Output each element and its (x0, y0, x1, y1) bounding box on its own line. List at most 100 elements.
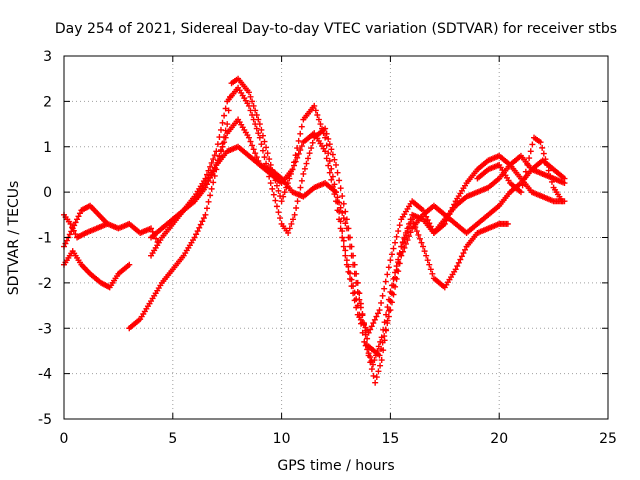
data-point (364, 335, 371, 342)
data-point (104, 220, 111, 227)
data-point (360, 320, 367, 327)
data-point (392, 283, 399, 290)
data-point (224, 121, 231, 128)
data-point (291, 211, 298, 218)
data-point (398, 252, 405, 259)
data-point (249, 142, 256, 149)
data-point (385, 313, 392, 320)
data-point (527, 148, 534, 155)
data-point (205, 198, 212, 205)
data-point (522, 168, 529, 175)
data-point (194, 228, 201, 235)
data-point (452, 266, 459, 273)
data-point (217, 148, 224, 155)
data-point (340, 200, 347, 207)
y-tick-label: 3 (43, 49, 52, 65)
data-point (68, 228, 75, 235)
data-point (407, 229, 414, 236)
x-tick-label: 25 (599, 431, 617, 447)
data-point (267, 180, 274, 187)
data-point (255, 130, 262, 137)
data-point (245, 134, 252, 141)
x-axis-label: GPS time / hours (277, 458, 394, 474)
data-point (370, 320, 377, 327)
data-point (63, 237, 70, 244)
data-point (67, 220, 74, 227)
data-point (74, 216, 81, 223)
data-point (72, 231, 79, 238)
data-point (258, 141, 265, 148)
data-point (343, 225, 350, 232)
data-point (245, 89, 252, 96)
data-point (382, 326, 389, 333)
data-point (390, 291, 397, 298)
data-point (298, 177, 305, 184)
data-point (451, 201, 458, 208)
data-point (333, 189, 339, 196)
y-tick-label: -3 (38, 321, 52, 337)
data-point (381, 333, 388, 340)
data-point (372, 379, 379, 386)
data-point (374, 310, 381, 317)
data-point (247, 138, 254, 145)
data-point (75, 213, 82, 220)
data-point (406, 220, 413, 227)
data-point (526, 155, 533, 162)
data-point (297, 146, 304, 153)
data-point (250, 116, 257, 123)
data-point (357, 304, 364, 311)
data-point (329, 173, 336, 180)
data-point (275, 187, 282, 194)
data-point (384, 320, 391, 327)
data-point (388, 251, 395, 258)
data-point (339, 193, 346, 200)
data-point (333, 198, 339, 205)
data-point (395, 228, 402, 235)
data-point (384, 271, 391, 278)
data-point (197, 221, 204, 228)
data-point (305, 155, 312, 162)
data-point (278, 198, 285, 205)
data-point (337, 225, 344, 232)
data-point (406, 233, 413, 240)
data-point (336, 177, 343, 184)
data-point (542, 156, 549, 163)
data-point (259, 147, 266, 154)
data-point (326, 169, 333, 176)
data-point (247, 107, 254, 114)
data-point (350, 290, 357, 297)
data-point (424, 216, 431, 223)
data-point (545, 167, 552, 174)
y-axis-label: SDTVAR / TECUs (6, 181, 22, 296)
data-point (351, 270, 358, 277)
data-point (297, 130, 304, 137)
data-point (193, 231, 200, 238)
data-point (252, 121, 259, 128)
data-point (379, 339, 386, 346)
data-point (325, 150, 332, 157)
data-point (458, 253, 465, 260)
data-point (393, 233, 400, 240)
data-point (222, 134, 229, 141)
data-point (256, 134, 263, 141)
data-point (343, 216, 350, 223)
data-point (331, 156, 338, 163)
data-point (348, 252, 355, 259)
data-point (387, 257, 394, 264)
grid-lines (64, 56, 608, 419)
data-point (382, 278, 389, 285)
data-point (291, 162, 298, 169)
data-point (426, 261, 433, 268)
data-point (392, 239, 399, 246)
data-point (225, 107, 232, 114)
data-point (334, 169, 341, 176)
data-point (399, 239, 406, 246)
data-point (340, 237, 347, 244)
data-point (540, 150, 547, 157)
data-point (353, 279, 360, 286)
data-point (317, 121, 324, 128)
data-point (295, 137, 302, 144)
data-point (200, 215, 207, 222)
data-point (415, 231, 422, 238)
data-point (343, 261, 350, 268)
